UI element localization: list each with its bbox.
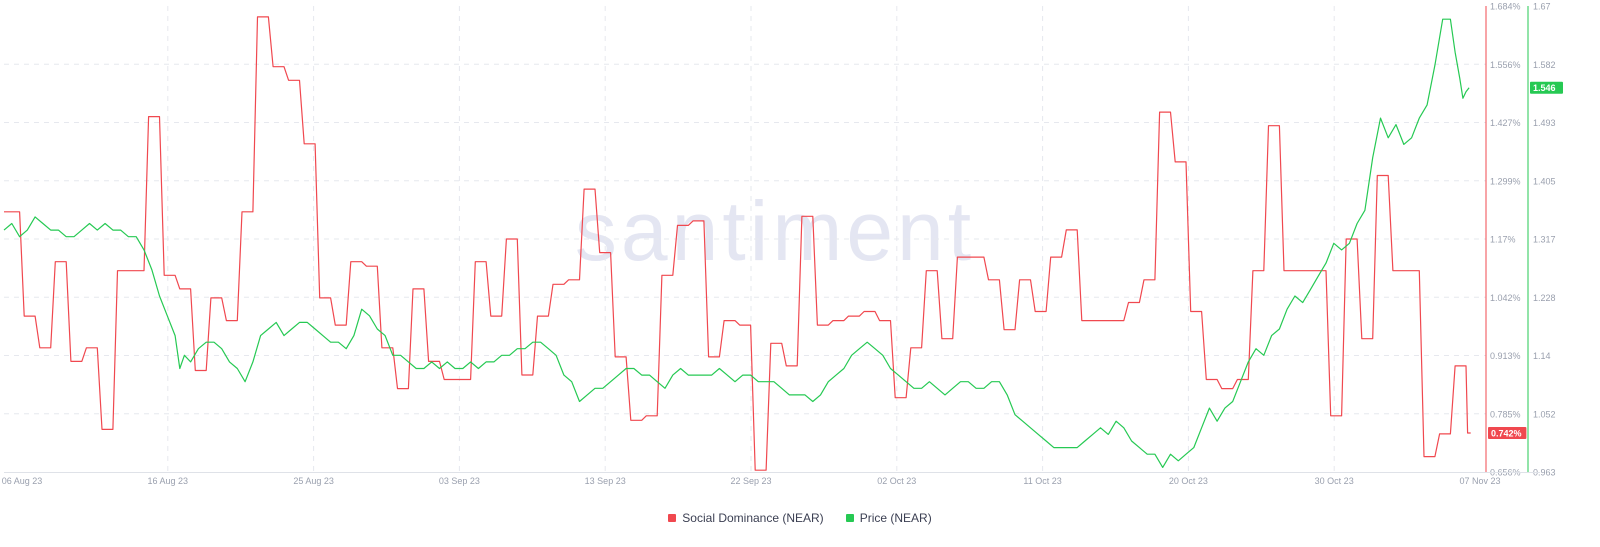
current-value-price: 1.546 bbox=[1533, 83, 1556, 93]
y-left-tick-label: 1.684% bbox=[1490, 2, 1521, 12]
x-tick-label: 02 Oct 23 bbox=[877, 476, 916, 486]
watermark-text: santiment bbox=[575, 184, 975, 278]
chart-legend: Social Dominance (NEAR) Price (NEAR) bbox=[0, 508, 1600, 528]
y-right-tick-label: 1.405 bbox=[1533, 176, 1556, 186]
y-right-tick-label: 0.963 bbox=[1533, 468, 1556, 478]
x-tick-label: 06 Aug 23 bbox=[2, 476, 43, 486]
series-line-social-dominance bbox=[4, 16, 1471, 471]
y-left-tick-label: 0.785% bbox=[1490, 409, 1521, 419]
current-value-social-bg bbox=[1488, 427, 1527, 440]
y-left-tick-label: 1.556% bbox=[1490, 60, 1521, 70]
legend-label-price: Price (NEAR) bbox=[859, 511, 932, 525]
y-left-tick-label: 1.17% bbox=[1490, 235, 1516, 245]
y-right-tick-label: 1.14 bbox=[1533, 351, 1551, 361]
legend-swatch-social bbox=[668, 514, 677, 522]
y-right-tick-label: 1.052 bbox=[1533, 409, 1556, 419]
x-tick-label: 16 Aug 23 bbox=[148, 476, 189, 486]
legend-label-social: Social Dominance (NEAR) bbox=[682, 511, 824, 525]
legend-item-social[interactable]: Social Dominance (NEAR) bbox=[668, 511, 824, 525]
x-tick-label: 22 Sep 23 bbox=[730, 476, 771, 486]
x-tick-label: 13 Sep 23 bbox=[585, 476, 626, 486]
y-right-tick-label: 1.67 bbox=[1533, 2, 1551, 12]
y-right-tick-label: 1.228 bbox=[1533, 293, 1556, 303]
y-left-tick-label: 1.427% bbox=[1490, 118, 1521, 128]
legend-swatch-price bbox=[845, 514, 854, 522]
x-tick-label: 25 Aug 23 bbox=[293, 476, 334, 486]
x-tick-label: 30 Oct 23 bbox=[1315, 476, 1354, 486]
y-right-tick-label: 1.582 bbox=[1533, 60, 1556, 70]
current-value-price-bg bbox=[1530, 81, 1563, 94]
x-tick-label: 11 Oct 23 bbox=[1023, 476, 1061, 486]
y-right-tick-label: 1.317 bbox=[1533, 235, 1556, 245]
legend-item-price[interactable]: Price (NEAR) bbox=[845, 511, 932, 525]
y-left-tick-label: 1.299% bbox=[1490, 176, 1521, 186]
x-tick-label: 03 Sep 23 bbox=[439, 476, 480, 486]
y-left-tick-label: 1.042% bbox=[1490, 293, 1521, 303]
series-line-price bbox=[3, 18, 1470, 468]
y-left-tick-label: 0.913% bbox=[1490, 351, 1521, 361]
x-tick-label: 07 Nov 23 bbox=[1459, 476, 1500, 486]
x-tick-label: 20 Oct 23 bbox=[1169, 476, 1208, 486]
current-value-social: 0.742% bbox=[1491, 429, 1522, 439]
y-right-tick-label: 1.493 bbox=[1533, 118, 1556, 128]
